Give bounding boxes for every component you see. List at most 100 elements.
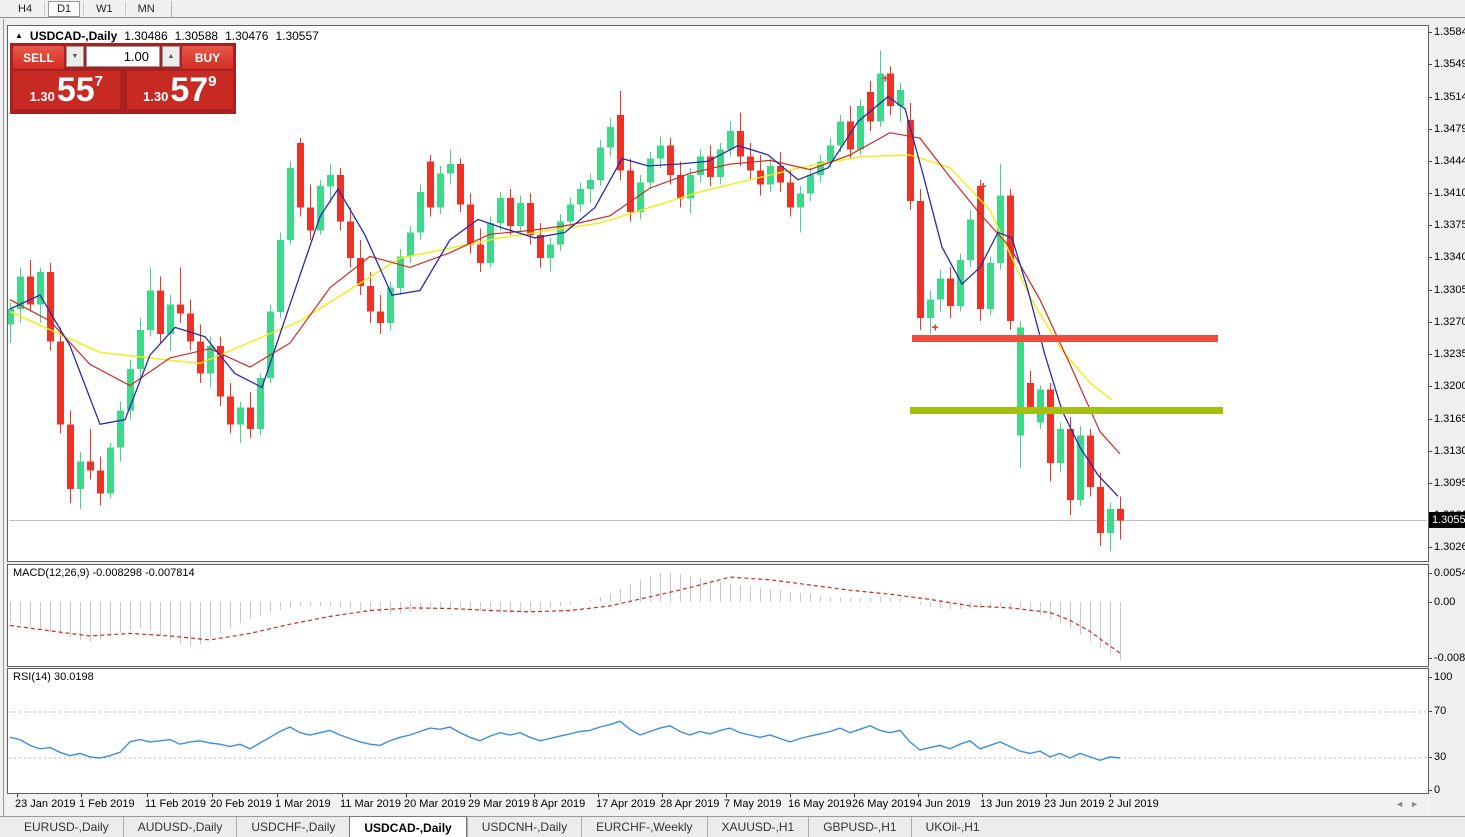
price-axis-label: 1.33400 [1434,251,1465,263]
axis-tick [1429,602,1432,603]
candle-body [367,285,374,312]
value-axis[interactable]: 1.35840 1.35490 1.35140 1.34790 1.34440 1.341… [1429,0,1465,837]
candle-body [627,170,634,212]
candle-body [487,223,494,263]
candle-body [657,145,664,159]
candle-body [947,278,954,307]
chart-tab-xauusd[interactable]: XAUUSD-,H1 [706,817,809,837]
date-tick [17,794,18,797]
chart-tab-usdchf[interactable]: USDCHF-,Daily [236,817,349,837]
rsi-axis-label: 0 [1434,784,1441,796]
candle-body [87,461,94,471]
chart-tab-gbpusd[interactable]: GBPUSD-,H1 [808,817,910,837]
chart-tab-eurchf[interactable]: EURCHF-,Weekly [581,817,706,837]
buy-button[interactable]: BUY [182,46,233,69]
candle-body [637,182,644,212]
candle-body [797,193,804,208]
candle-body [897,90,904,106]
timeframe-button-mn[interactable]: MN [137,2,155,15]
price-axis-label: 1.31650 [1434,413,1465,425]
candle-body [1047,389,1054,464]
date-axis-label: 13 Jun 2019 [980,798,1041,810]
candle-body [427,161,434,208]
price-axis-label: 1.34100 [1434,187,1465,199]
toolbar-separator [83,2,85,15]
candle-body [127,369,134,411]
candle-body [447,164,454,174]
chart-tab-usdcad[interactable]: USDCAD-,Daily [349,816,467,837]
candle-body [847,121,854,150]
candle-body [177,304,184,314]
chart-tab-eurusd[interactable]: EURUSD-,Daily [24,820,109,834]
macd-indicator-pane[interactable]: MACD(12,26,9) -0.008298 -0.007814 [7,564,1429,667]
collapse-triangle-icon[interactable]: ▲ [15,30,23,40]
candle-body [827,145,834,162]
toolbar-separator [124,2,126,15]
axis-tick [1429,711,1432,712]
candle-body [577,189,584,205]
candle-body [1007,195,1014,321]
candle-body [977,186,984,309]
candle-body [137,330,144,369]
date-tick [147,794,148,797]
volume-decrease-button[interactable]: ▼ [66,46,84,67]
candle-body [837,121,844,146]
volume-increase-button[interactable]: ▲ [162,46,180,67]
current-price-tag: 1.30557 [1429,512,1465,528]
chart-scroll-arrows: ◄► [1395,799,1425,809]
axis-tick [1429,225,1432,226]
candle-body [417,191,424,233]
candle-body [867,92,874,122]
sell-price-display[interactable]: 1.30 55 7 [13,71,120,109]
candle-body [1087,435,1094,488]
volume-input[interactable]: 1.00 [86,46,160,67]
candle-body [547,244,554,259]
date-axis[interactable]: ◄► 23 Jan 2019 1 Feb 2019 11 Feb 2019 20 Fe… [7,794,1429,816]
axis-tick [1429,573,1432,574]
candle-body [8,309,14,325]
quote-low: 1.30476 [225,29,269,43]
timeframe-button-w1[interactable]: W1 [96,2,113,15]
candle-body [277,239,284,312]
candle-body [287,167,294,240]
candle-body [667,145,674,176]
candle-body [27,276,34,305]
date-axis-label: 1 Feb 2019 [79,798,135,810]
buy-price-display[interactable]: 1.30 57 9 [126,71,233,109]
timeframe-button-d1[interactable]: D1 [48,0,81,17]
candle-body [47,272,54,342]
price-chart-pane[interactable]: ▲ USDCAD-,Daily 1.30486 1.30588 1.30476 … [7,25,1429,562]
axis-tick [1429,790,1432,791]
one-click-trading-panel: SELL ▼ 1.00 ▲ BUY 1.30 55 7 1.30 57 9 [10,43,236,114]
rsi-indicator-pane[interactable]: RSI(14) 30.0198 [7,668,1429,794]
candle-body [687,175,694,199]
axis-tick [1429,547,1432,548]
axis-tick [1429,658,1432,659]
candlestick-chart[interactable] [8,26,1428,561]
axis-tick [1429,354,1432,355]
chart-tab-audusd[interactable]: AUDUSD-,Daily [122,817,237,837]
candle-body [517,202,524,226]
chart-tab-ukoil[interactable]: UKOil-,H1 [910,817,994,837]
date-axis-label: 11 Mar 2019 [340,798,401,810]
candle-body [697,156,704,176]
candle-body [857,105,864,150]
candle-body [1027,382,1034,408]
macd-label: MACD(12,26,9) -0.008298 -0.007814 [13,567,195,579]
date-axis-label: 26 May 2019 [852,798,916,810]
timeframe-button-h4[interactable]: H4 [18,2,33,15]
price-axis-label: 1.35490 [1434,58,1465,70]
axis-tick [1429,193,1432,194]
sell-button[interactable]: SELL [13,46,64,69]
macd-axis-label: 0.005484 [1434,567,1465,579]
chart-tab-usdcnh[interactable]: USDCNH-,Daily [466,817,581,837]
scroll-right-icon[interactable]: ► [1410,799,1425,809]
date-axis-label: 16 May 2019 [788,798,852,810]
rsi-axis-label: 100 [1434,671,1453,683]
candle-body [1097,487,1104,534]
axis-tick [1429,97,1432,98]
scroll-left-icon[interactable]: ◄ [1395,799,1411,809]
candle-body [267,311,274,379]
candle-body [1107,509,1114,534]
